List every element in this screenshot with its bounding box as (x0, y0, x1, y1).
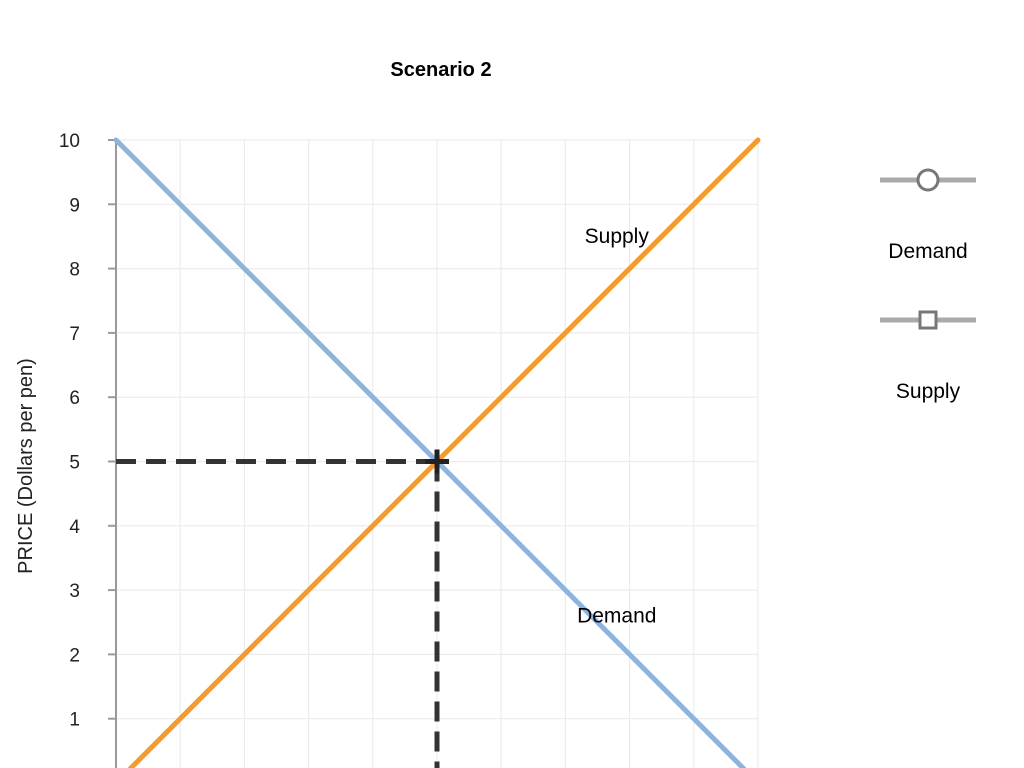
y-tick-label: 9 (69, 195, 80, 216)
y-tick-label: 2 (69, 645, 80, 666)
y-tick-label: 10 (59, 131, 80, 152)
legend-item-demand[interactable]: Demand (880, 168, 976, 263)
y-tick-label: 3 (69, 581, 80, 602)
square-marker-icon (918, 310, 938, 330)
legend-label: Supply (896, 380, 961, 403)
legend-label: Demand (888, 240, 967, 263)
y-tick-label: 7 (69, 324, 80, 345)
equilibrium-guides[interactable] (116, 449, 449, 768)
y-ticks: 1 2 3 4 5 6 7 8 9 10 (59, 131, 116, 731)
y-tick-label: 4 (69, 517, 80, 538)
demand-curve-label: Demand (577, 604, 656, 627)
y-tick-label: 6 (69, 388, 80, 409)
y-tick-label: 8 (69, 260, 80, 281)
equilibrium-point-handle[interactable] (425, 449, 449, 474)
y-tick-label: 5 (69, 453, 80, 474)
legend[interactable]: Demand Supply (880, 168, 976, 403)
y-tick-label: 1 (69, 710, 80, 731)
chart-title: Scenario 2 (390, 59, 491, 81)
legend-item-supply[interactable]: Supply (880, 310, 976, 403)
curve-labels: Demand Supply (577, 225, 656, 627)
y-axis-label: PRICE (Dollars per pen) (15, 358, 37, 574)
supply-curve-label: Supply (585, 225, 650, 248)
circle-marker-icon (916, 168, 940, 192)
